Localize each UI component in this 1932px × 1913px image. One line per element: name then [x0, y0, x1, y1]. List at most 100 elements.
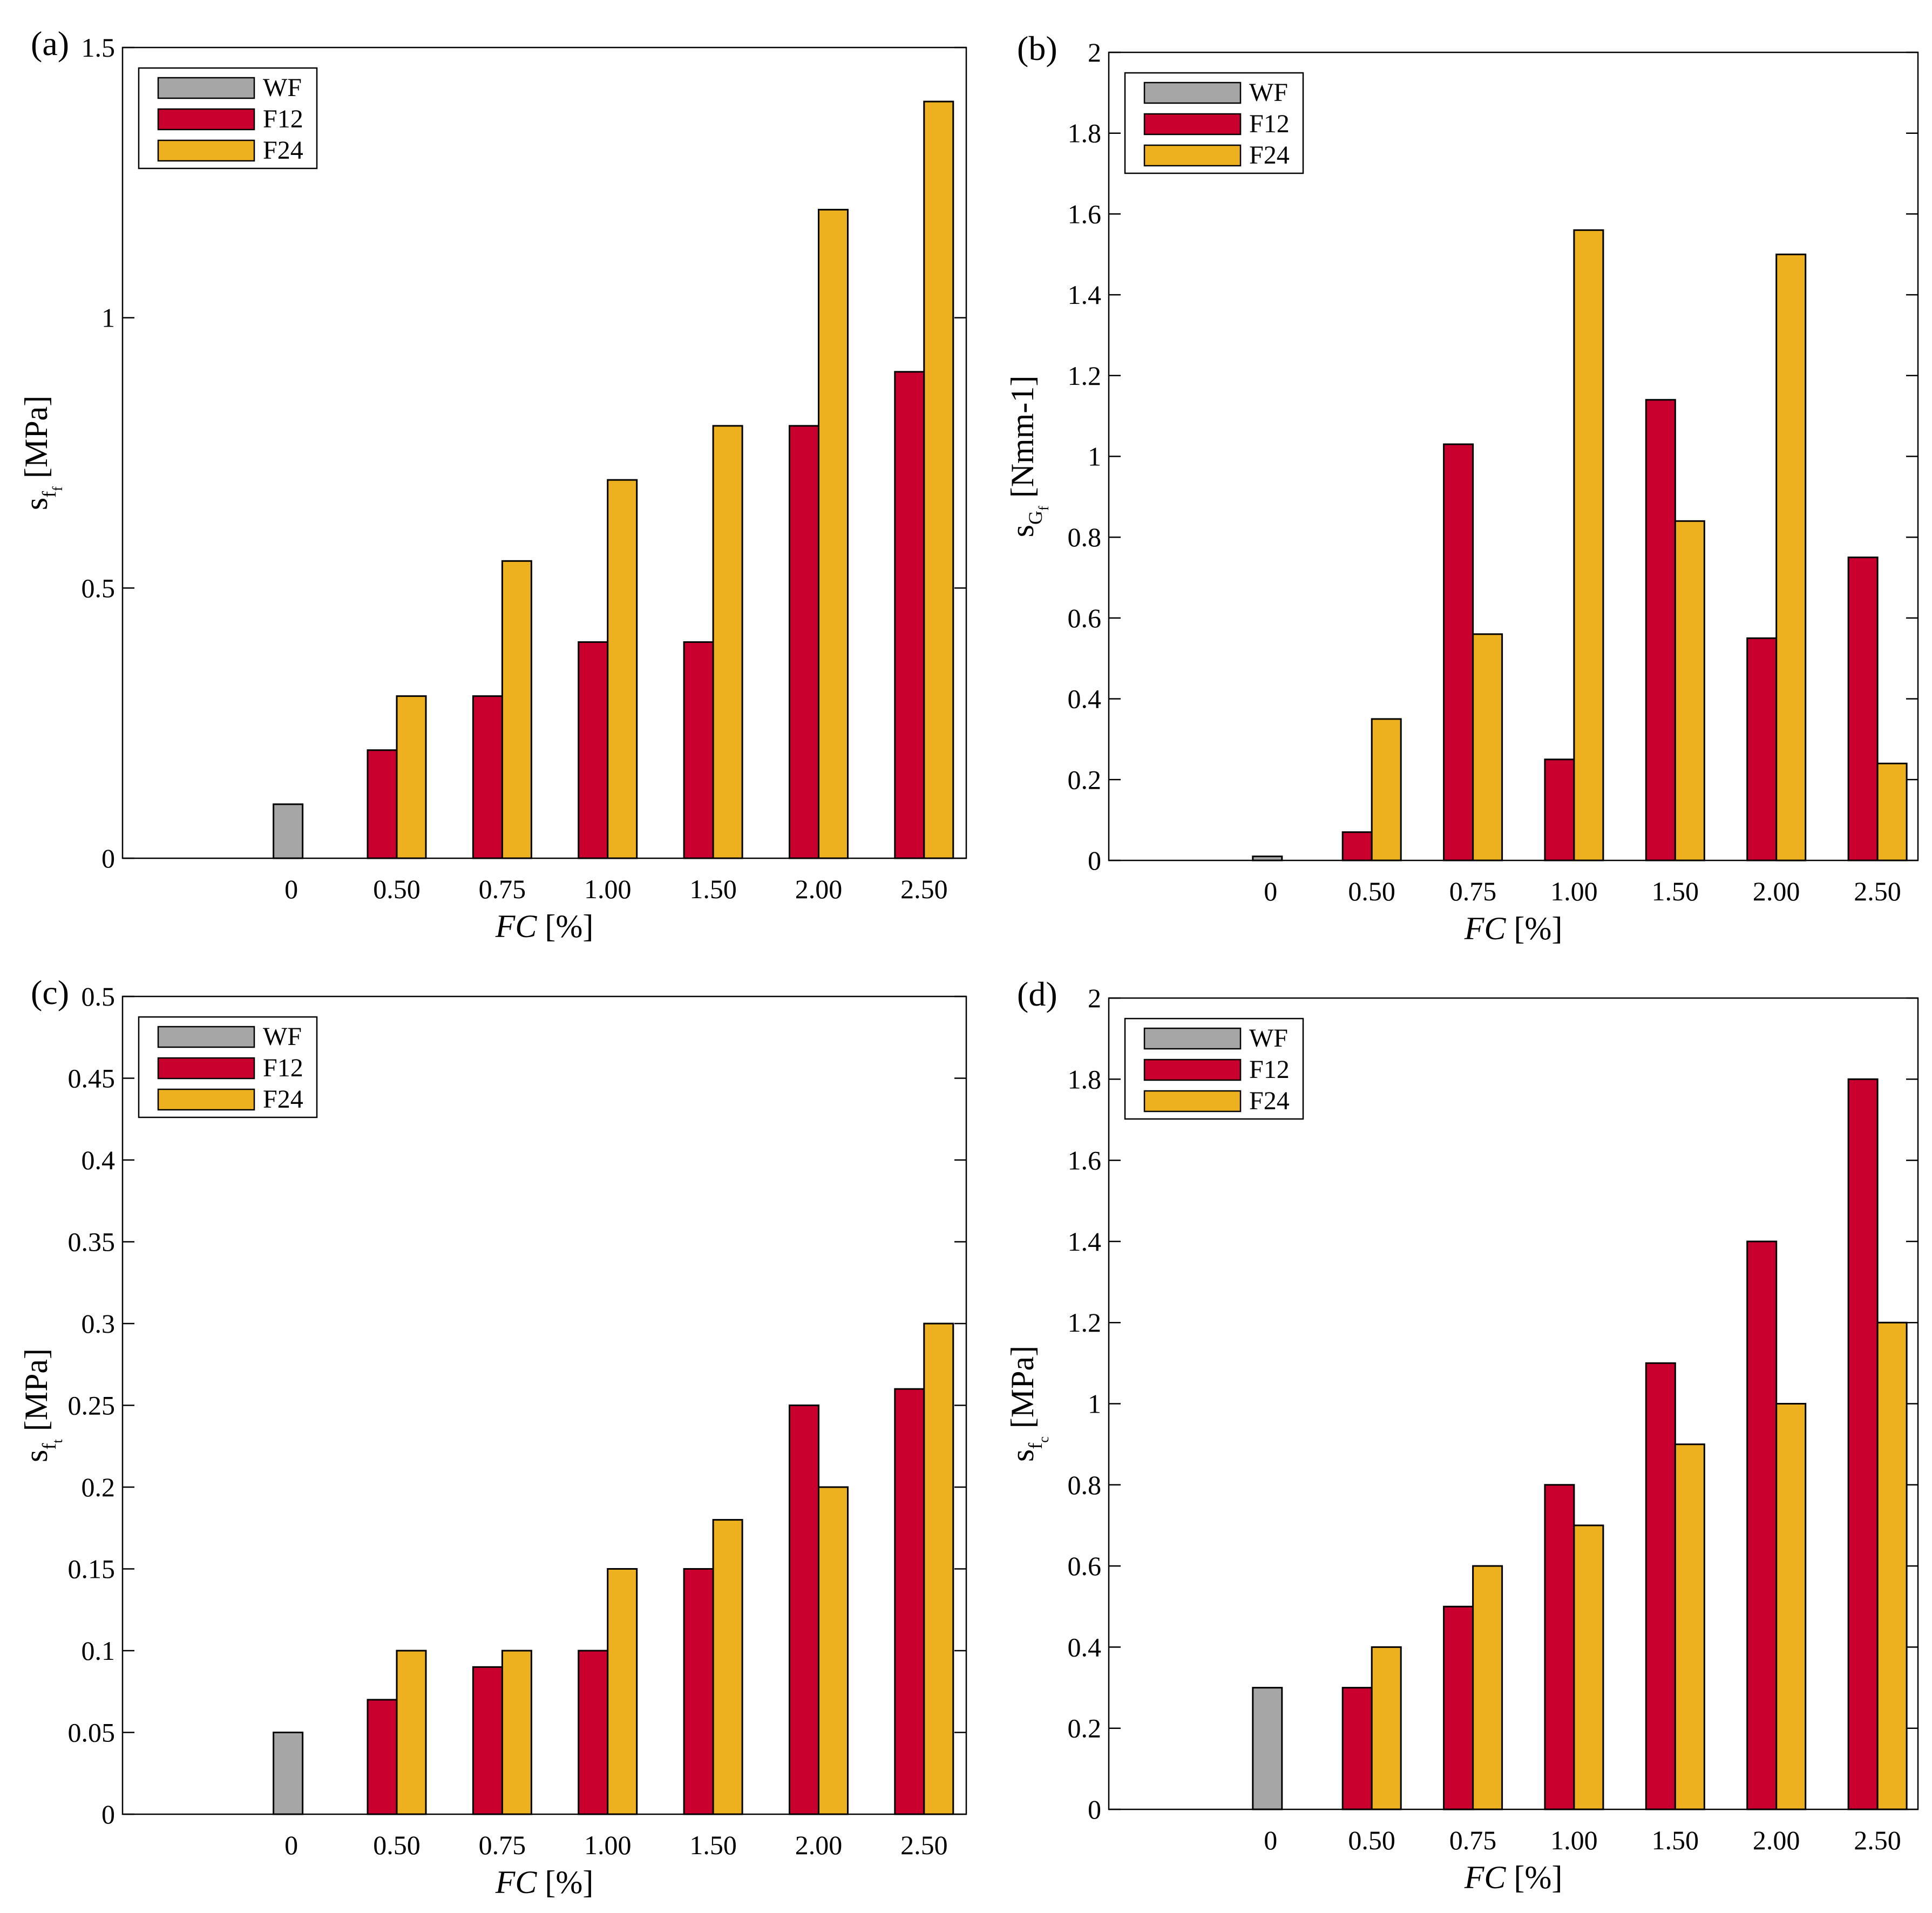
ytick-label: 0.3 [82, 1308, 116, 1339]
legend-swatch-f24 [1143, 144, 1242, 167]
bar-wf [1252, 1687, 1283, 1810]
bar-f12 [1341, 831, 1373, 861]
ytick-label: 0.2 [1068, 764, 1102, 795]
legend-label-f24: F24 [263, 1085, 303, 1114]
y-axis-label-subsub: f [1036, 506, 1052, 511]
bar-f12 [1443, 1605, 1474, 1810]
legend-label-f12: F12 [1249, 110, 1290, 138]
bar-f24 [396, 695, 427, 859]
y-axis-label-main: s [18, 1450, 54, 1462]
xtick-label: 1.00 [584, 874, 632, 904]
bar-f24 [1371, 718, 1402, 861]
xtick-label: 2.50 [900, 1830, 948, 1860]
panel-label: (a) [31, 24, 69, 63]
xtick-label: 0.75 [479, 1830, 526, 1860]
x-axis-label: FC [%] [1464, 911, 1563, 946]
ytick-label: 0.4 [82, 1145, 116, 1175]
legend-label-wf: WF [263, 73, 302, 102]
ytick-label: 1.4 [1068, 280, 1102, 310]
legend-swatch-f12 [1143, 1059, 1242, 1081]
xtick-label: 1.00 [584, 1830, 632, 1860]
bar-f12 [1544, 1484, 1575, 1810]
bar-f12 [683, 641, 714, 859]
legend-label-f24: F24 [1249, 141, 1290, 169]
bar-f24 [1775, 1403, 1807, 1810]
bar-f12 [367, 749, 398, 859]
y-axis-label-unit: [MPa] [1005, 1346, 1040, 1436]
legend-swatch-f12 [157, 1057, 255, 1080]
bar-f24 [1876, 1321, 1908, 1810]
ytick-label: 1 [1088, 442, 1101, 472]
panel-label: (b) [1017, 29, 1057, 67]
ytick-label: 2 [1088, 37, 1101, 67]
ytick-label: 0.5 [82, 573, 116, 603]
bar-f12 [683, 1568, 714, 1815]
chart-panel: 00.050.10.150.20.250.30.350.40.450.50 0.5… [18, 973, 967, 1900]
ytick-label: 1 [101, 303, 115, 333]
ytick-label: 0.15 [68, 1554, 116, 1584]
legend-swatch-f12 [1143, 113, 1242, 135]
bar-f24 [501, 1650, 532, 1815]
y-axis-label: sft [MPa] [18, 1348, 65, 1462]
bar-f12 [578, 641, 609, 859]
bar-f12 [472, 695, 503, 859]
bar-f12 [1847, 1078, 1879, 1810]
x-axis-label: FC [%] [1464, 1860, 1563, 1895]
x-axis-label-main: FC [1464, 1860, 1507, 1895]
xtick-label: 1.00 [1550, 1825, 1598, 1855]
bar-f24 [1472, 633, 1503, 861]
panel-label: (d) [1017, 975, 1057, 1013]
xtick-label: 2.00 [795, 1830, 843, 1860]
ytick-label: 0.8 [1068, 1470, 1102, 1500]
ytick-label: 0 [1088, 845, 1101, 876]
bar-f12 [1443, 443, 1474, 861]
legend-swatch-f24 [1143, 1090, 1242, 1112]
xtick-label: 0.75 [1449, 1825, 1497, 1855]
bar-f24 [818, 208, 849, 859]
x-axis-label-main: FC [495, 1864, 538, 1900]
y-axis-label-unit: [Nmm-1] [1005, 376, 1040, 506]
ytick-label: 1.8 [1068, 1064, 1102, 1094]
legend-label-f12: F12 [1249, 1055, 1290, 1084]
y-axis-label: sGf [Nmm-1] [1005, 376, 1052, 538]
xtick-label: 0.50 [1348, 876, 1395, 906]
ytick-label: 1.2 [1068, 361, 1102, 391]
x-axis-label-unit: [%] [1506, 911, 1562, 946]
bar-f12 [1746, 1240, 1778, 1810]
ytick-label: 1.5 [82, 32, 116, 63]
bar-f24 [1573, 1524, 1604, 1810]
ytick-label: 1.2 [1068, 1307, 1102, 1338]
y-axis-label-unit: [MPa] [18, 1348, 54, 1439]
ytick-label: 1 [1088, 1389, 1101, 1419]
xtick-label: 2.50 [1854, 1825, 1901, 1855]
x-axis-label-unit: [%] [537, 908, 593, 944]
bar-f12 [367, 1699, 398, 1815]
bar-f24 [712, 425, 743, 859]
ytick-label: 0.6 [1068, 603, 1102, 633]
y-axis-label-subsub: f [50, 486, 65, 491]
legend-swatch-wf [1143, 82, 1242, 104]
bar-f12 [578, 1650, 609, 1815]
bar-f24 [501, 560, 532, 859]
x-axis-label-main: FC [1464, 911, 1507, 946]
ytick-label: 2 [1088, 983, 1101, 1013]
x-axis-label-main: FC [495, 908, 538, 944]
y-axis-label-unit: [MPa] [18, 396, 54, 486]
xtick-label: 1.50 [689, 874, 737, 904]
ytick-label: 0.2 [82, 1472, 116, 1502]
y-axis-label-subsub: c [1036, 1436, 1052, 1443]
legend-swatch-f12 [157, 108, 255, 131]
xtick-label: 0.75 [1449, 876, 1497, 906]
legend-label-wf: WF [1249, 78, 1288, 107]
bar-f12 [1847, 557, 1879, 861]
bar-f12 [789, 1405, 819, 1815]
x-axis-label-unit: [%] [537, 1864, 593, 1900]
y-axis-label-sub: G [1025, 511, 1046, 525]
ytick-label: 0.1 [82, 1636, 116, 1666]
ytick-label: 1.4 [1068, 1226, 1102, 1257]
xtick-label: 1.00 [1550, 876, 1598, 906]
x-axis-label: FC [%] [495, 908, 594, 944]
legend-swatch-f24 [157, 139, 255, 162]
